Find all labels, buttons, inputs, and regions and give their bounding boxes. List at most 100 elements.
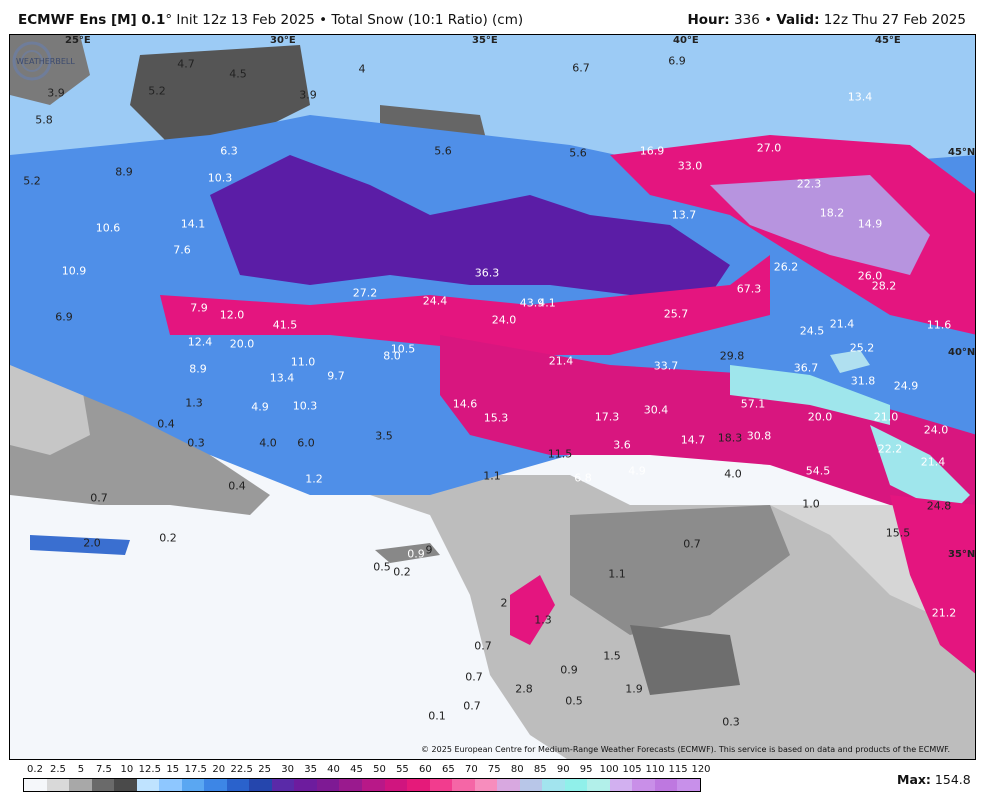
snow-total-label: 0.7 [474, 639, 492, 653]
max-value: Max: 154.8 [897, 772, 971, 787]
snow-total-label: 10.3 [207, 171, 233, 185]
colorbar-swatch [519, 779, 543, 791]
snow-total-label: 4.0 [259, 436, 277, 450]
colorbar-swatch [429, 779, 453, 791]
snow-total-label: 0.9 [560, 663, 578, 677]
colorbar-swatch [497, 779, 520, 791]
max-label: Max: [897, 772, 931, 787]
snow-total-label: 18.3 [717, 431, 743, 445]
snow-total-label: 27.0 [756, 141, 782, 155]
colorbar-tick-label: 110 [645, 764, 665, 775]
colorbar-tick-label: 75 [487, 764, 501, 775]
snow-total-label: 18.2 [819, 206, 845, 220]
snow-total-label: 33.7 [653, 359, 679, 373]
colorbar-swatch [632, 779, 655, 791]
colorbar-swatch [474, 779, 498, 791]
colorbar-tick-label: 105 [622, 764, 642, 775]
snow-total-label: 1.1 [483, 469, 501, 483]
snow-total-label: 30.4 [643, 403, 669, 417]
snow-total-label: 24.5 [799, 324, 825, 338]
snow-total-label: 33.0 [677, 159, 703, 173]
colorbar-tick-label: 12.5 [138, 764, 161, 775]
colorbar-swatch [294, 779, 317, 791]
snow-total-label: 3.6 [613, 438, 631, 452]
snow-total-label: 16.9 [639, 144, 665, 158]
weatherbell-logo: WEATHERBELL [12, 41, 75, 81]
snow-total-label: 1.0 [802, 497, 820, 511]
colorbar-swatch [114, 779, 137, 791]
snow-total-label: 10.9 [61, 264, 87, 278]
colorbar-tick-label: 80 [510, 764, 524, 775]
snow-total-label: 5.6 [569, 146, 587, 160]
colorbar-tick-label: 5 [77, 764, 85, 775]
colorbar-ticks: 0.2 2.5 5 7.5 10 12.5 15 17.5 20 22.5 25 30 35 40 45 50… [23, 764, 711, 776]
colorbar-swatch [46, 779, 70, 791]
snow-total-label: 6.7 [572, 61, 590, 75]
snow-total-label: 1.9 [625, 682, 643, 696]
snow-total-label: 14.6 [452, 397, 478, 411]
init-text: Init 12z 13 Feb 2025 • Total Snow (10:1 … [172, 12, 524, 28]
colorbar-swatch [361, 779, 385, 791]
snow-total-label: 6.9 [668, 54, 686, 68]
colorbar-tick-label: 2.5 [50, 764, 66, 775]
snow-total-label: 21.4 [829, 317, 855, 331]
snow-total-label: 4.0 [724, 467, 742, 481]
snow-total-label: 9 [425, 543, 433, 557]
snow-total-label: 21.4 [920, 455, 946, 469]
colorbar-swatch [24, 779, 47, 791]
lon-label: 40°E [673, 35, 699, 46]
snow-total-label: 6.0 [297, 436, 315, 450]
colorbar-tick-label: 70 [464, 764, 478, 775]
colorbar-swatch [69, 779, 92, 791]
snow-total-label: 0.3 [722, 715, 740, 729]
snow-total-label: 5.8 [35, 113, 53, 127]
valid-value: 12z Thu 27 Feb 2025 [819, 12, 966, 28]
colorbar-tick-label: 65 [442, 764, 455, 775]
valid-time: Hour: 336 • Valid: 12z Thu 27 Feb 2025 [687, 12, 966, 28]
snow-total-label: 0.2 [393, 565, 411, 579]
colorbar-tick-label: 90 [556, 764, 570, 775]
colorbar-swatch [159, 779, 182, 791]
snow-map: 25°E 30°E 35°E 40°E 45°E 45°N 40°N 35°N … [9, 34, 976, 760]
snow-total-label: 10.3 [292, 399, 318, 413]
snow-total-label: 0.4 [228, 479, 246, 493]
snow-total-label: 0.4 [157, 417, 175, 431]
colorbar-tick-label: 40 [327, 764, 340, 775]
snow-total-label: 0.9 [407, 547, 425, 561]
snow-total-label: 31.8 [850, 374, 876, 388]
colorbar-tick-label: 10 [120, 764, 134, 775]
lat-label: 40°N [948, 347, 976, 358]
colorbar-swatch [339, 779, 362, 791]
colorbar-swatch [271, 779, 295, 791]
colorbar-tick-label: 17.5 [184, 764, 207, 775]
snow-total-label: 10.5 [390, 342, 416, 356]
colorbar-swatch [91, 779, 115, 791]
max-number: 154.8 [930, 772, 971, 787]
snow-total-label: 14.7 [680, 433, 706, 447]
colorbar-swatch [204, 779, 227, 791]
snow-total-label: 22.3 [796, 177, 822, 191]
snow-total-label: 17.3 [594, 410, 620, 424]
snow-total-label: 4.5 [229, 67, 247, 81]
snow-total-label: 0.7 [683, 537, 701, 551]
lon-label: 25°E [65, 35, 91, 46]
snow-total-label: 11.5 [547, 447, 573, 461]
snow-total-label: 13.4 [269, 371, 295, 385]
snow-total-label: 4.9 [251, 400, 269, 414]
snow-total-label: 5.6 [434, 144, 452, 158]
snow-total-label: 0.7 [465, 670, 483, 684]
snow-total-label: 24.0 [491, 313, 517, 327]
colorbar-tick-label: 30 [281, 764, 294, 775]
colorbar-swatch [654, 779, 678, 791]
snow-total-label: 0.1 [428, 709, 446, 723]
snow-total-label: 26.0 [857, 269, 883, 283]
snow-total-label: 25.2 [849, 341, 875, 355]
snow-total-label: 36.7 [793, 361, 819, 375]
valid-label: Valid: [776, 12, 820, 28]
hour-value: 336 • [729, 12, 777, 28]
snow-total-label: 0.2 [159, 531, 177, 545]
snow-total-label: 36.3 [474, 266, 500, 280]
colorbar-tick-label: 22.5 [230, 764, 253, 775]
colorbar-swatch [587, 779, 610, 791]
snow-total-label: 28.2 [871, 279, 897, 293]
